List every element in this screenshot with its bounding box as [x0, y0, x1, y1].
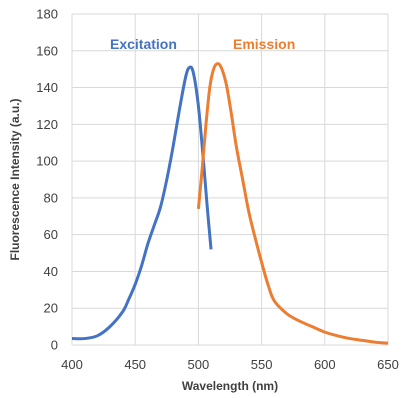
x-axis-title: Wavelength (nm) [182, 379, 278, 393]
x-tick-label: 500 [188, 357, 210, 372]
y-tick-label: 160 [36, 43, 58, 58]
y-tick-label: 120 [36, 117, 58, 132]
x-tick-label: 650 [377, 357, 399, 372]
y-tick-label: 100 [36, 154, 58, 169]
y-tick-label: 140 [36, 80, 58, 95]
y-tick-label: 40 [44, 264, 58, 279]
y-tick-label: 180 [36, 7, 58, 22]
excitation-series-line [71, 65, 213, 341]
y-axis-title: Fluorescence Intensity (a.u.) [8, 98, 22, 260]
x-tick-label: 550 [251, 357, 273, 372]
y-tick-label: 60 [44, 227, 58, 242]
emission-series-label: Emission [233, 36, 295, 52]
emission-series-line [196, 62, 389, 345]
excitation-series-label: Excitation [110, 36, 177, 52]
x-tick-label: 400 [61, 357, 83, 372]
grid [71, 13, 389, 346]
series-lines [71, 62, 389, 345]
x-tick-label: 450 [124, 357, 146, 372]
y-tick-label: 20 [44, 301, 58, 316]
series-labels: Excitation Emission [110, 36, 295, 52]
axes: 400 450 500 550 600 650 0 20 40 60 80 100 120 140 160 1… [36, 7, 399, 373]
y-tick-label: 80 [44, 190, 58, 205]
y-tick-label: 0 [51, 338, 58, 353]
x-tick-label: 600 [314, 357, 336, 372]
